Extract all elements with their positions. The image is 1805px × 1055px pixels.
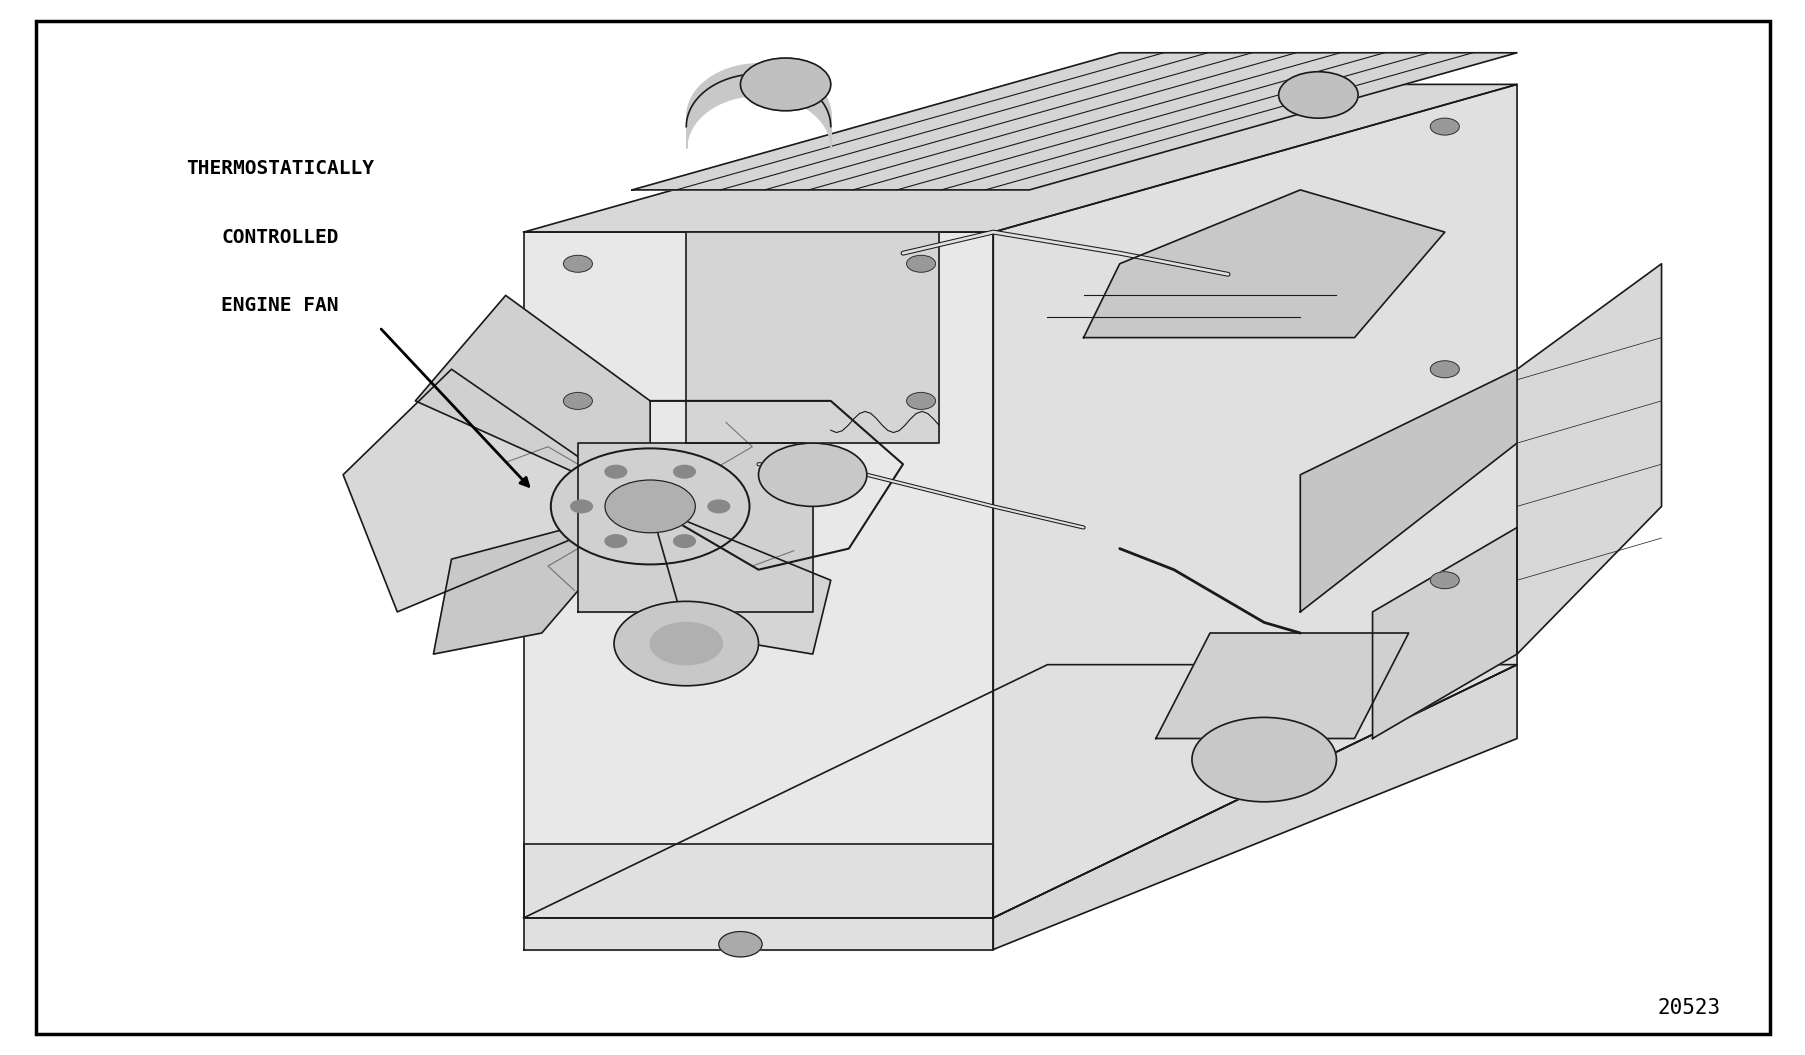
Circle shape xyxy=(718,932,762,957)
Circle shape xyxy=(673,535,695,548)
Polygon shape xyxy=(650,506,830,654)
Circle shape xyxy=(605,465,626,478)
Polygon shape xyxy=(1372,528,1516,738)
Circle shape xyxy=(570,500,592,513)
Circle shape xyxy=(906,392,935,409)
Polygon shape xyxy=(1516,264,1661,654)
Circle shape xyxy=(563,392,592,409)
Circle shape xyxy=(1191,717,1336,802)
Circle shape xyxy=(605,535,626,548)
Circle shape xyxy=(740,58,830,111)
Circle shape xyxy=(708,500,729,513)
Polygon shape xyxy=(343,369,650,612)
Polygon shape xyxy=(993,665,1516,950)
Polygon shape xyxy=(632,53,1516,190)
Polygon shape xyxy=(523,84,1516,232)
Circle shape xyxy=(605,480,695,533)
Polygon shape xyxy=(1083,190,1444,338)
Circle shape xyxy=(650,622,722,665)
Circle shape xyxy=(563,255,592,272)
Circle shape xyxy=(906,255,935,272)
Circle shape xyxy=(1430,572,1458,589)
Polygon shape xyxy=(523,844,993,950)
Circle shape xyxy=(614,601,758,686)
Polygon shape xyxy=(993,84,1516,918)
Polygon shape xyxy=(523,665,1516,918)
Polygon shape xyxy=(1300,369,1516,612)
Polygon shape xyxy=(523,232,993,918)
Text: THERMOSTATICALLY: THERMOSTATICALLY xyxy=(186,159,374,178)
Circle shape xyxy=(1278,72,1357,118)
Polygon shape xyxy=(433,506,650,654)
Circle shape xyxy=(1430,118,1458,135)
Text: CONTROLLED: CONTROLLED xyxy=(220,228,339,247)
Polygon shape xyxy=(578,443,812,612)
Circle shape xyxy=(758,443,866,506)
Circle shape xyxy=(673,465,695,478)
Polygon shape xyxy=(1155,633,1408,738)
Text: ENGINE FAN: ENGINE FAN xyxy=(220,296,339,315)
Polygon shape xyxy=(415,295,650,506)
Text: 20523: 20523 xyxy=(1657,998,1718,1017)
Polygon shape xyxy=(686,232,939,443)
Circle shape xyxy=(1430,361,1458,378)
Circle shape xyxy=(551,448,749,564)
